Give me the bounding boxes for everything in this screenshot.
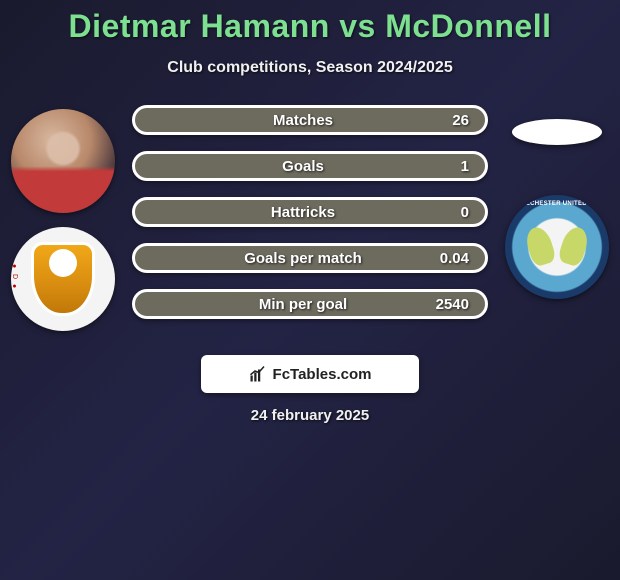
left-column: ● D ● (8, 105, 118, 331)
player-photo-right (512, 119, 602, 145)
club-badge-left: ● D ● (11, 227, 115, 331)
stats-list: Matches 26 Goals 1 Hattricks 0 Goals per… (132, 105, 488, 319)
stat-row-matches: Matches 26 (132, 105, 488, 135)
right-column: COLCHESTER UNITED FC (502, 105, 612, 299)
page-title: Dietmar Hamann vs McDonnell (0, 8, 620, 45)
badge-right-label: COLCHESTER UNITED FC (505, 201, 609, 207)
site-label: FcTables.com (273, 366, 372, 383)
date-label: 24 february 2025 (0, 407, 620, 424)
comparison-card: Dietmar Hamann vs McDonnell Club competi… (0, 0, 620, 424)
stat-label: Matches (151, 112, 427, 129)
stat-label: Goals per match (151, 250, 427, 267)
stat-row-goals: Goals 1 (132, 151, 488, 181)
stat-label: Goals (151, 158, 427, 175)
subtitle: Club competitions, Season 2024/2025 (0, 59, 620, 77)
chart-icon (249, 365, 267, 383)
stat-row-mpg: Min per goal 2540 (132, 289, 488, 319)
stat-value: 0 (427, 204, 469, 221)
stat-value: 2540 (427, 296, 469, 313)
stat-row-hattricks: Hattricks 0 (132, 197, 488, 227)
shield-icon (31, 242, 95, 316)
stat-label: Hattricks (151, 204, 427, 221)
site-link[interactable]: FcTables.com (201, 355, 419, 393)
stat-row-gpm: Goals per match 0.04 (132, 243, 488, 273)
main-row: ● D ● Matches 26 Goals 1 Hattricks 0 Goa… (0, 105, 620, 331)
player-photo-left (11, 109, 115, 213)
club-badge-right: COLCHESTER UNITED FC (505, 195, 609, 299)
stat-value: 1 (427, 158, 469, 175)
stat-value: 26 (427, 112, 469, 129)
badge-left-dots-icon: ● D ● (11, 263, 18, 291)
stat-label: Min per goal (151, 296, 427, 313)
stat-value: 0.04 (427, 250, 469, 267)
eagle-icon (532, 217, 582, 277)
